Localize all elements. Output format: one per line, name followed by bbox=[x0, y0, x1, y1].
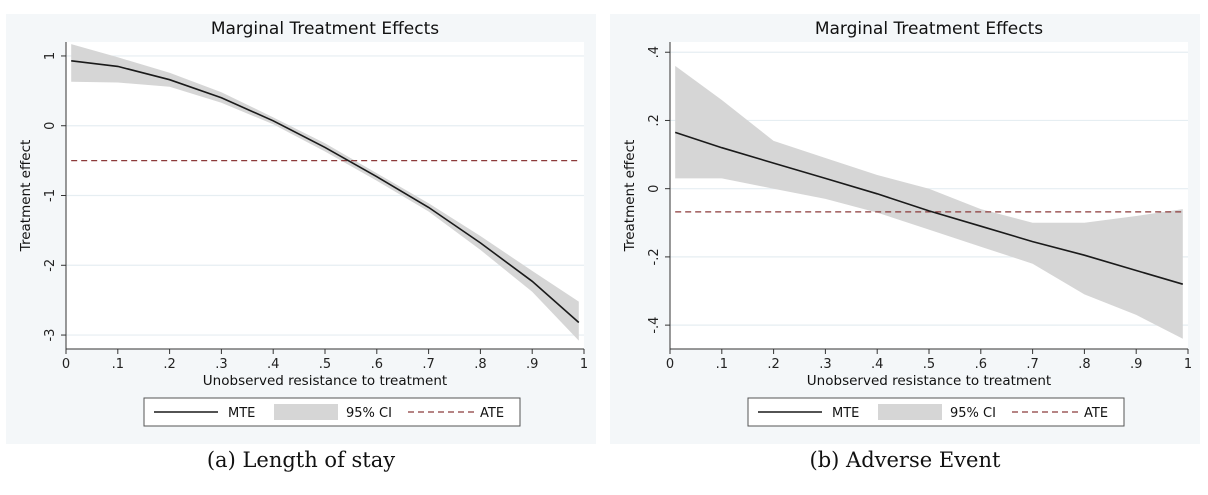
chart-title: Marginal Treatment Effects bbox=[211, 19, 439, 39]
x-tick-label: .7 bbox=[422, 357, 434, 372]
x-tick-label: .9 bbox=[1130, 357, 1142, 372]
x-tick-label: .5 bbox=[923, 357, 935, 372]
legend-label-ci: 95% CI bbox=[346, 406, 392, 421]
x-axis-label: Unobserved resistance to treatment bbox=[203, 373, 447, 389]
y-tick-label: -1 bbox=[43, 189, 58, 202]
x-tick-label: .6 bbox=[975, 357, 987, 372]
legend-label-mte: MTE bbox=[228, 406, 255, 421]
x-tick-label: .4 bbox=[871, 357, 883, 372]
mte-line bbox=[674, 131, 1184, 285]
chart-svg-length-of-stay: 1 0 -1 -2 -3 0 .1 .2 .3 .4 .5 .6 .7 .8 .9 1 Marginal Tre… bbox=[6, 14, 596, 444]
y-tick-label: 0 bbox=[43, 122, 58, 130]
x-tick-label: 1 bbox=[580, 357, 588, 372]
x-tick-label: .8 bbox=[1078, 357, 1090, 372]
y-tick-label: -3 bbox=[43, 329, 58, 342]
x-tick-label: .8 bbox=[474, 357, 486, 372]
chart-panel-length-of-stay: 1 0 -1 -2 -3 0 .1 .2 .3 .4 .5 .6 .7 .8 .9 1 Marginal Tre… bbox=[6, 14, 596, 444]
chart-title: Marginal Treatment Effects bbox=[815, 19, 1043, 39]
x-tick-label: 0 bbox=[62, 357, 70, 372]
legend-label-ate: ATE bbox=[480, 406, 504, 421]
legend-label-ate: ATE bbox=[1084, 406, 1108, 421]
ci-band bbox=[675, 65, 1183, 339]
x-tick-label: .2 bbox=[767, 357, 779, 372]
chart-svg-adverse-event: .4 .2 0 -.2 -.4 0 .1 .2 .3 .4 .5 .6 .7 .8 .9 1 Marginal … bbox=[610, 14, 1200, 444]
x-tick-label: .7 bbox=[1026, 357, 1038, 372]
x-tick-label: .5 bbox=[319, 357, 331, 372]
x-tick-label: .4 bbox=[267, 357, 279, 372]
x-tick-label: .9 bbox=[526, 357, 538, 372]
x-tick-label: .6 bbox=[371, 357, 383, 372]
mte-line bbox=[71, 60, 580, 324]
chart-panel-adverse-event: .4 .2 0 -.2 -.4 0 .1 .2 .3 .4 .5 .6 .7 .8 .9 1 Marginal … bbox=[610, 14, 1200, 444]
x-tick-label: .3 bbox=[819, 357, 831, 372]
y-tick-label: -2 bbox=[43, 259, 58, 272]
y-tick-label: 0 bbox=[647, 185, 662, 193]
legend-swatch-ci bbox=[878, 404, 942, 420]
x-tick-label: .3 bbox=[215, 357, 227, 372]
y-tick-label: -.2 bbox=[647, 248, 662, 265]
y-tick-label: .2 bbox=[647, 114, 662, 126]
y-axis-label: Treatment effect bbox=[622, 140, 638, 253]
x-tick-label: .1 bbox=[716, 357, 728, 372]
x-axis-label: Unobserved resistance to treatment bbox=[807, 373, 1051, 389]
x-tick-label: 0 bbox=[666, 357, 674, 372]
y-tick-label: -.4 bbox=[647, 317, 662, 334]
legend-label-mte: MTE bbox=[832, 406, 859, 421]
y-axis-label: Treatment effect bbox=[18, 140, 34, 253]
x-tick-label: .1 bbox=[112, 357, 124, 372]
y-tick-label: .4 bbox=[647, 46, 662, 58]
legend-swatch-ci bbox=[274, 404, 338, 420]
y-tick-label: 1 bbox=[43, 52, 58, 60]
ci-band bbox=[71, 44, 579, 341]
figure-caption-a: (a) Length of stay bbox=[206, 448, 396, 472]
legend-label-ci: 95% CI bbox=[950, 406, 996, 421]
x-tick-label: .2 bbox=[163, 357, 175, 372]
figure-caption-b: (b) Adverse Event bbox=[809, 448, 1001, 472]
x-tick-label: 1 bbox=[1184, 357, 1192, 372]
